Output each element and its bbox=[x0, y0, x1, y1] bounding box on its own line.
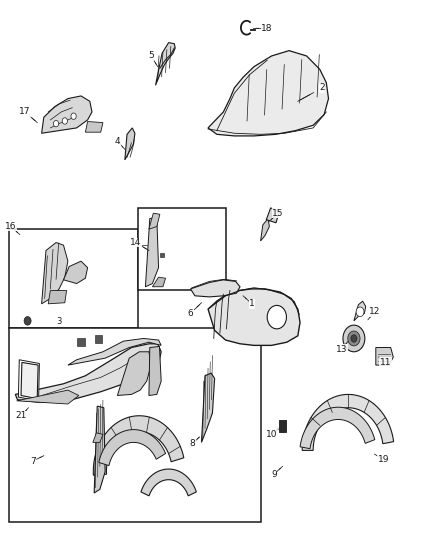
Polygon shape bbox=[93, 416, 184, 475]
Text: 13: 13 bbox=[336, 345, 347, 353]
Polygon shape bbox=[15, 344, 161, 402]
Text: 6: 6 bbox=[187, 309, 194, 318]
Bar bbox=[77, 338, 85, 346]
Circle shape bbox=[351, 335, 357, 342]
Text: 15: 15 bbox=[272, 209, 284, 217]
Polygon shape bbox=[208, 289, 300, 345]
Polygon shape bbox=[42, 96, 92, 133]
Text: 19: 19 bbox=[378, 455, 389, 464]
Polygon shape bbox=[17, 390, 79, 404]
Polygon shape bbox=[48, 290, 67, 304]
Polygon shape bbox=[354, 301, 366, 321]
Polygon shape bbox=[152, 277, 166, 287]
Polygon shape bbox=[93, 433, 103, 442]
Text: 4: 4 bbox=[115, 137, 120, 146]
Text: 10: 10 bbox=[266, 430, 277, 439]
Circle shape bbox=[356, 307, 364, 317]
Polygon shape bbox=[42, 243, 68, 304]
Text: 17: 17 bbox=[19, 108, 31, 116]
Polygon shape bbox=[117, 352, 151, 395]
Polygon shape bbox=[302, 394, 394, 450]
Polygon shape bbox=[208, 51, 328, 136]
Polygon shape bbox=[94, 406, 105, 493]
Text: 11: 11 bbox=[380, 358, 391, 367]
Polygon shape bbox=[141, 469, 196, 496]
Polygon shape bbox=[21, 362, 38, 399]
Text: 21: 21 bbox=[15, 411, 27, 420]
Bar bbox=[138, 208, 226, 290]
Polygon shape bbox=[149, 346, 161, 395]
Bar bbox=[160, 253, 164, 257]
Polygon shape bbox=[376, 348, 393, 365]
Text: 16: 16 bbox=[5, 222, 17, 231]
Polygon shape bbox=[68, 338, 161, 365]
Polygon shape bbox=[149, 213, 160, 229]
Bar bbox=[279, 420, 286, 432]
Text: 1: 1 bbox=[249, 300, 255, 308]
Polygon shape bbox=[99, 430, 166, 466]
Bar bbox=[9, 229, 138, 328]
Polygon shape bbox=[155, 43, 175, 85]
Polygon shape bbox=[261, 219, 269, 241]
Polygon shape bbox=[18, 360, 39, 401]
Polygon shape bbox=[125, 128, 135, 160]
Polygon shape bbox=[145, 217, 159, 287]
Circle shape bbox=[267, 305, 286, 329]
Text: 9: 9 bbox=[271, 470, 277, 479]
Circle shape bbox=[71, 113, 76, 119]
Polygon shape bbox=[64, 261, 88, 284]
Circle shape bbox=[62, 118, 67, 124]
Polygon shape bbox=[300, 407, 375, 449]
Bar bbox=[95, 335, 102, 343]
Circle shape bbox=[53, 120, 59, 127]
Text: 5: 5 bbox=[148, 52, 154, 60]
Circle shape bbox=[24, 317, 31, 325]
Polygon shape bbox=[266, 208, 279, 223]
Polygon shape bbox=[85, 122, 103, 132]
Text: 18: 18 bbox=[261, 24, 273, 33]
Text: 14: 14 bbox=[130, 238, 141, 247]
Circle shape bbox=[348, 331, 360, 346]
Text: 2: 2 bbox=[319, 84, 325, 92]
Bar bbox=[9, 328, 261, 522]
Polygon shape bbox=[201, 373, 215, 442]
Text: 7: 7 bbox=[30, 457, 36, 465]
Text: 8: 8 bbox=[190, 439, 196, 448]
Polygon shape bbox=[191, 280, 240, 297]
Text: 12: 12 bbox=[369, 308, 380, 316]
Circle shape bbox=[343, 325, 365, 352]
Text: 3: 3 bbox=[57, 317, 62, 326]
